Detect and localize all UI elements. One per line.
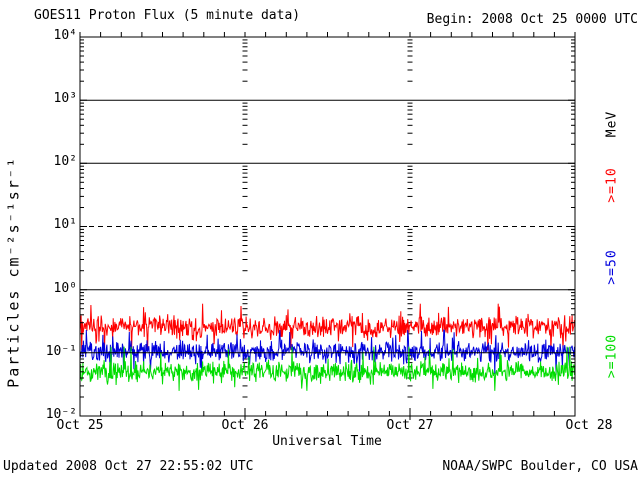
legend-ge100-mev: >=100 [604, 333, 620, 379]
x-tick-oct25: Oct 25 [56, 418, 104, 433]
x-tick-oct28: Oct 28 [565, 418, 613, 433]
flux-trace-ge100 [79, 346, 576, 391]
y-axis-label: Particles cm⁻²s⁻¹sr⁻¹ [4, 156, 23, 388]
source-credit: NOAA/SWPC Boulder, CO USA [442, 459, 638, 474]
decade-gridlines [80, 99, 575, 354]
chart-title: GOES11 Proton Flux (5 minute data) [34, 8, 301, 23]
updated-timestamp: Updated 2008 Oct 27 22:55:02 UTC [3, 459, 254, 474]
x-axis-ticks [79, 32, 576, 420]
begin-timestamp: Begin: 2008 Oct 25 0000 UTC [426, 12, 638, 27]
x-tick-oct26: Oct 26 [221, 418, 269, 433]
unit-label-mev: MeV [604, 110, 620, 138]
y-tick-1e-2: 10⁻² [45, 407, 77, 422]
legend-ge10-mev: >=10 [604, 167, 620, 203]
y-axis-ticks [80, 39, 575, 398]
flux-trace-ge10 [79, 303, 576, 351]
x-tick-oct27: Oct 27 [386, 418, 434, 433]
y-tick-1e2: 10² [53, 154, 77, 169]
y-tick-1e4: 10⁴ [53, 28, 77, 43]
y-tick-1e1: 10¹ [53, 217, 77, 232]
y-tick-1e3: 10³ [53, 91, 77, 106]
flux-trace-ge50 [79, 329, 576, 375]
x-axis-label: Universal Time [272, 434, 382, 449]
legend-ge50-mev: >=50 [604, 249, 620, 285]
y-tick-1e-1: 10⁻¹ [45, 344, 77, 359]
y-tick-1e0: 10⁰ [53, 281, 77, 296]
